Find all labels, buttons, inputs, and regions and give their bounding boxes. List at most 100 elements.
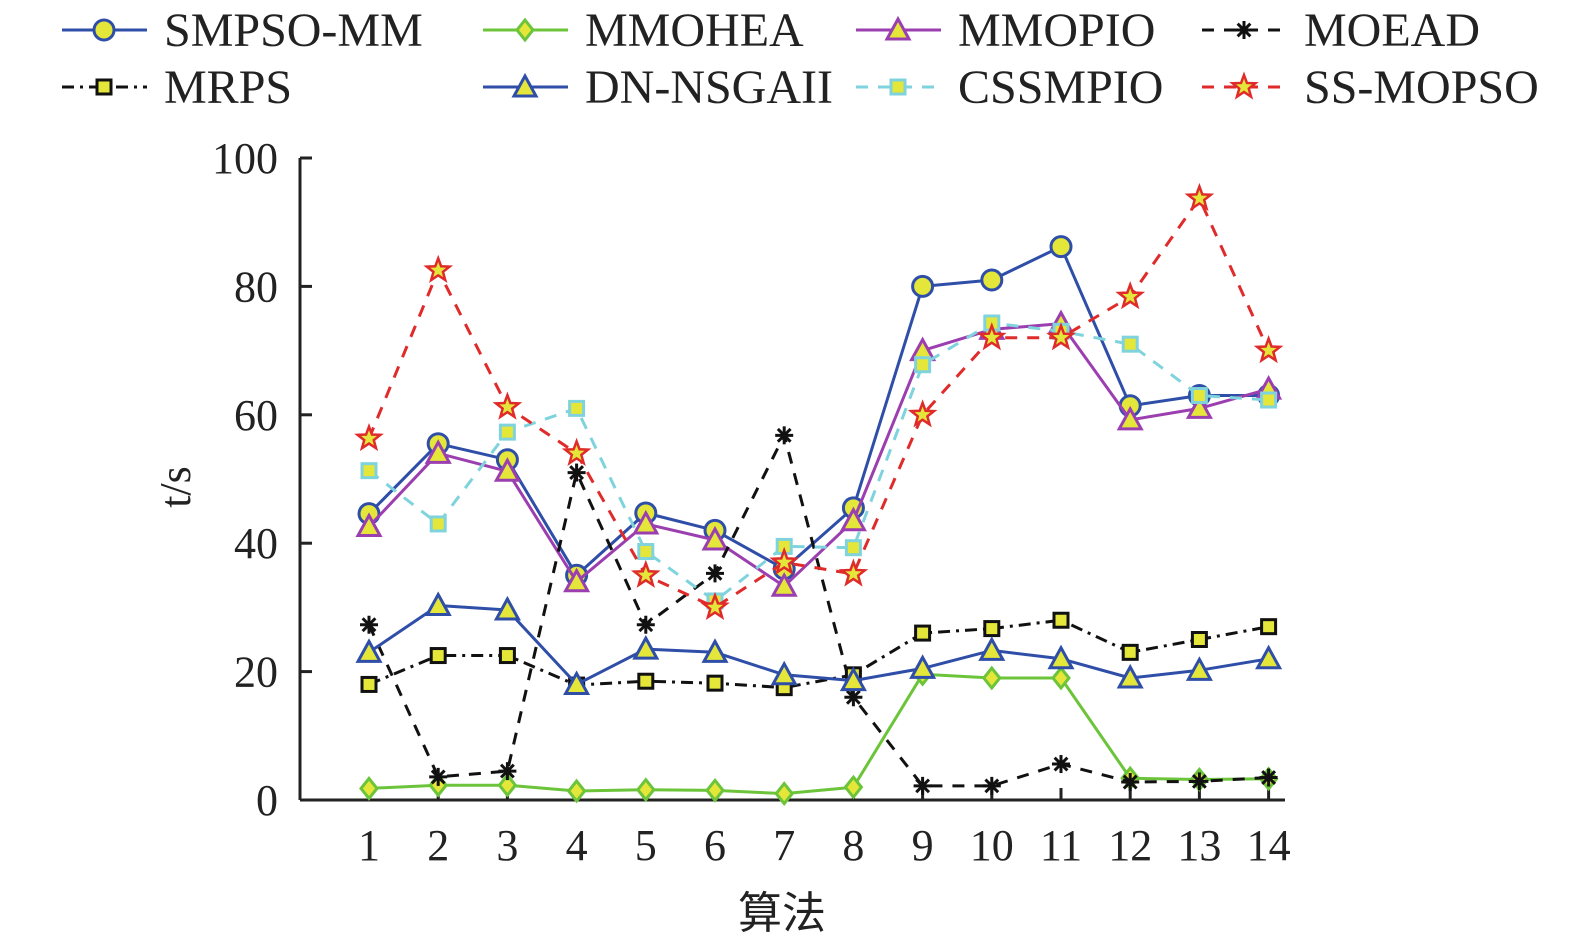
y-tick-label: 40: [234, 519, 278, 568]
y-tick-label: 20: [234, 648, 278, 697]
data-point: [839, 506, 867, 532]
data-point: [976, 322, 1007, 351]
x-tick-label: 5: [635, 821, 657, 870]
series-mrps: [360, 611, 1278, 697]
data-point: [632, 509, 660, 535]
legend-marker: [511, 72, 539, 98]
legend-label: MRPS: [164, 61, 292, 114]
data-point: [1260, 391, 1278, 409]
data-point: [1052, 755, 1070, 774]
legend-label: DN-NSGAII: [585, 61, 833, 114]
data-point: [701, 638, 729, 663]
data-point: [1049, 235, 1073, 259]
data-point: [838, 558, 869, 587]
data-point: [914, 624, 932, 642]
series-line: [368, 672, 1269, 796]
data-point: [1184, 182, 1215, 212]
legend-marker: [1229, 71, 1259, 100]
legend-label: MOEAD: [1304, 4, 1480, 57]
legend-item: MRPS: [62, 61, 292, 114]
data-point: [1259, 768, 1278, 787]
data-point: [700, 591, 730, 621]
data-point: [1253, 334, 1284, 364]
x-tick-label: 1: [358, 821, 380, 870]
data-point: [359, 776, 379, 801]
data-point: [701, 525, 729, 551]
data-point: [354, 422, 384, 452]
x-tick-label: 14: [1247, 821, 1291, 870]
x-tick-label: 3: [496, 821, 518, 870]
data-point: [980, 268, 1004, 292]
data-point: [907, 399, 938, 428]
data-point: [498, 423, 516, 441]
legend-marker: [95, 78, 113, 96]
data-point: [636, 615, 655, 634]
data-point: [632, 635, 660, 660]
legend-marker: [1235, 21, 1253, 39]
data-point: [429, 647, 447, 665]
data-point: [706, 674, 724, 692]
data-point: [498, 647, 516, 665]
x-tick-label: 6: [704, 821, 726, 870]
data-point: [1190, 631, 1208, 648]
x-tick-label: 8: [842, 821, 864, 870]
data-point: [360, 462, 378, 480]
y-tick-label: 100: [212, 134, 278, 183]
series-ss-mopso: [354, 182, 1284, 621]
data-point: [775, 426, 794, 445]
data-point: [355, 638, 383, 663]
data-point: [770, 572, 798, 597]
series-line: [367, 433, 1269, 788]
data-point: [1190, 772, 1209, 791]
data-point: [843, 774, 864, 800]
series-moead: [360, 426, 1278, 795]
data-point: [567, 463, 586, 482]
legend-label: SMPSO-MM: [164, 4, 423, 57]
x-ticks: 1 2 3 4 5 6 7 8 9 10 11 12 13 14: [358, 788, 1291, 870]
data-point: [493, 595, 521, 621]
legend-item: DN-NSGAII: [483, 61, 833, 114]
data-point: [909, 654, 937, 679]
legend-label: MMOPIO: [958, 4, 1155, 57]
series-line: [368, 618, 1269, 690]
series-line: [368, 604, 1269, 686]
data-point: [839, 666, 867, 692]
x-tick-label: 9: [912, 821, 934, 870]
y-tick-label: 0: [256, 776, 278, 825]
data-point: [1046, 322, 1076, 351]
series-line: [367, 322, 1270, 588]
legend-marker: [515, 17, 535, 43]
data-point: [844, 539, 862, 557]
legend-item: MMOHEA: [483, 4, 804, 57]
data-point: [1121, 773, 1140, 792]
legend-marker: [92, 18, 116, 42]
x-tick-label: 12: [1108, 821, 1152, 870]
data-point: [424, 591, 452, 616]
data-point: [568, 399, 586, 417]
y-tick-label: 60: [234, 391, 278, 440]
x-tick-label: 11: [1040, 821, 1082, 870]
data-point: [1185, 394, 1213, 419]
series-layer: [354, 182, 1284, 806]
y-tick-label: 80: [234, 262, 278, 311]
data-point: [705, 777, 725, 803]
data-point: [774, 781, 795, 806]
data-point: [1260, 618, 1278, 636]
x-tick-label: 2: [427, 821, 449, 870]
data-point: [1121, 643, 1139, 661]
data-point: [360, 675, 378, 693]
legend-label: CSSMPIO: [958, 61, 1163, 114]
data-point: [630, 559, 661, 588]
data-point: [566, 778, 587, 804]
series-smpso-mm: [357, 235, 1281, 587]
data-point: [1255, 644, 1283, 670]
data-point: [913, 776, 932, 795]
data-point: [561, 437, 592, 466]
legend-item: SS-MOPSO: [1202, 61, 1539, 114]
data-point: [492, 391, 523, 420]
data-point: [637, 672, 655, 690]
data-point: [1116, 405, 1144, 431]
data-point: [497, 772, 518, 798]
data-point: [978, 636, 1006, 661]
data-point: [635, 777, 656, 803]
